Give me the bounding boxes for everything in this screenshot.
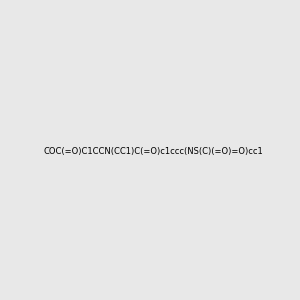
Text: COC(=O)C1CCN(CC1)C(=O)c1ccc(NS(C)(=O)=O)cc1: COC(=O)C1CCN(CC1)C(=O)c1ccc(NS(C)(=O)=O)… [44, 147, 264, 156]
